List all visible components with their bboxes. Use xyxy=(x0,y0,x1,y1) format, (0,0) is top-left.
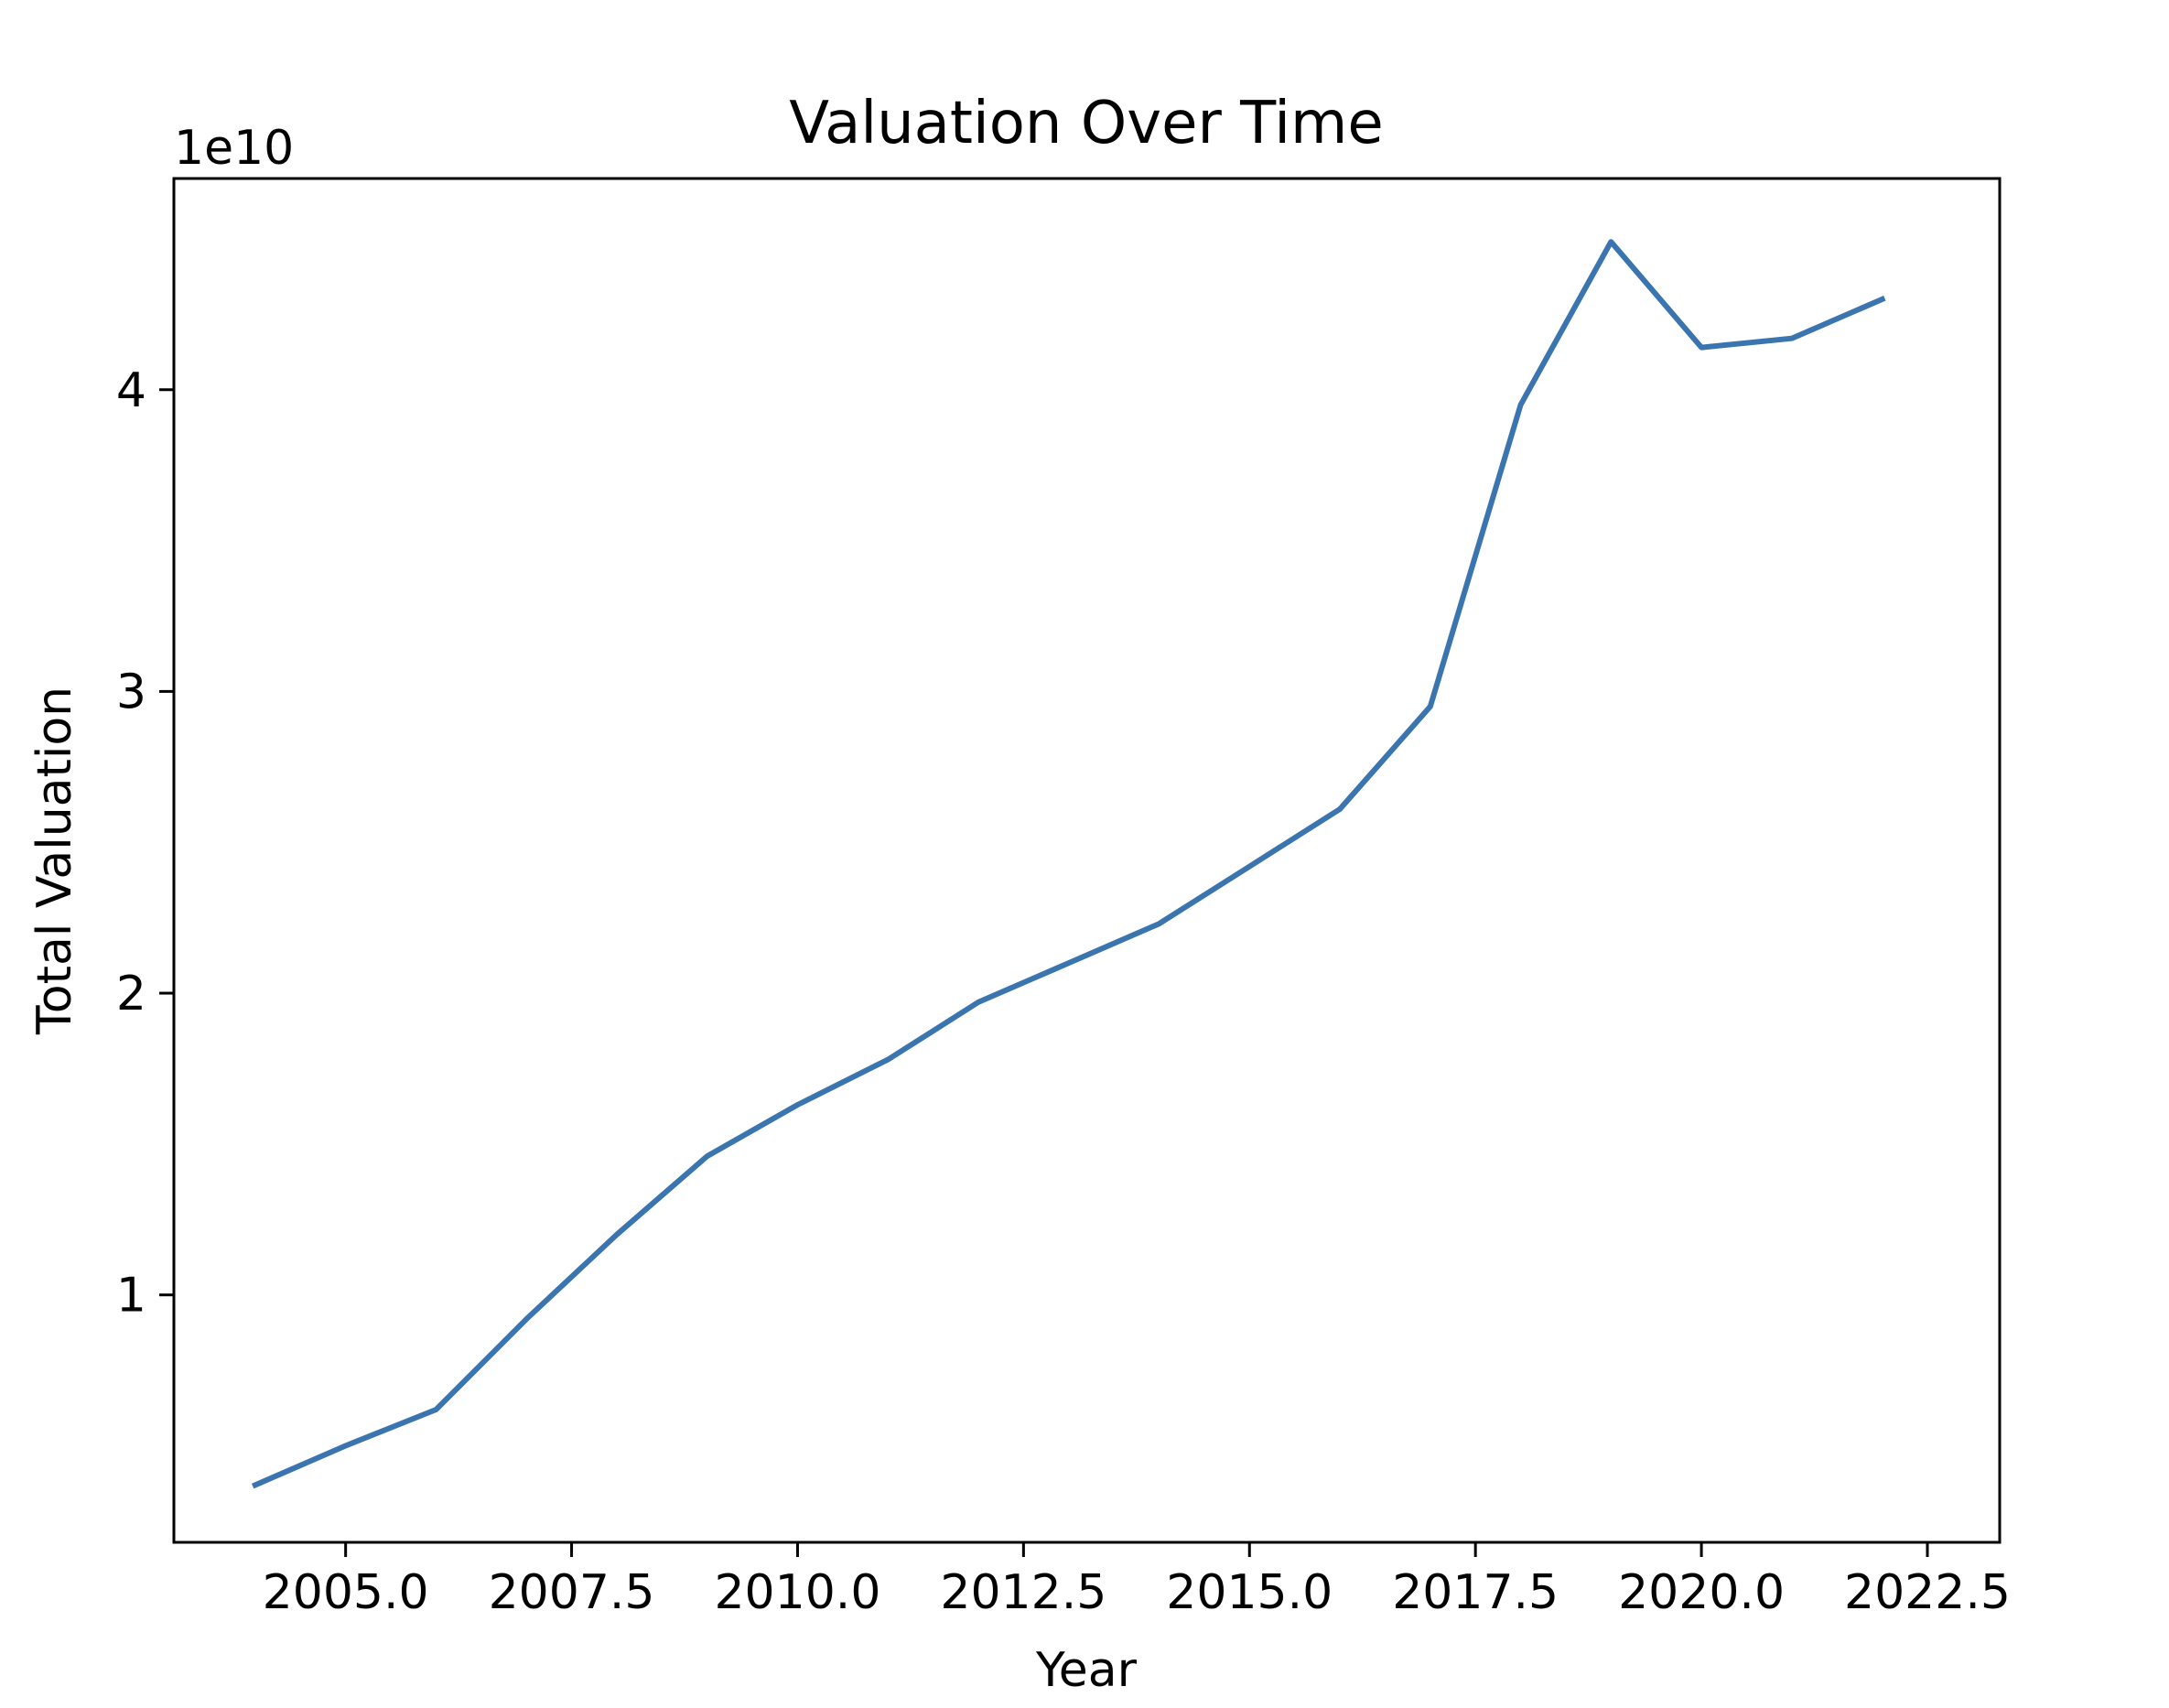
y-axis-ticks: 1 2 3 4 xyxy=(116,363,174,1324)
x-tick-label: 2005.0 xyxy=(263,1565,429,1620)
x-tick-label: 2015.0 xyxy=(1166,1565,1333,1620)
y-axis-label: Total Valuation xyxy=(27,686,82,1035)
x-tick-label: 2010.0 xyxy=(714,1565,880,1620)
plot-frame xyxy=(172,177,2002,1544)
x-axis-ticks: 2005.0 2007.5 2010.0 2012.5 2015.0 2017.5 2020… xyxy=(263,1542,2011,1620)
y-tick-label: 4 xyxy=(116,363,146,418)
x-tick-label: 2020.0 xyxy=(1618,1565,1785,1620)
series-line xyxy=(251,239,1886,1489)
y-tick-label: 3 xyxy=(116,665,146,719)
x-tick-label: 2022.5 xyxy=(1844,1565,2011,1620)
series-group xyxy=(251,239,1886,1489)
y-tick-label: 2 xyxy=(116,967,146,1022)
y-tick-label: 1 xyxy=(116,1269,146,1324)
x-tick-label: 2007.5 xyxy=(489,1565,655,1620)
x-tick-label: 2012.5 xyxy=(940,1565,1106,1620)
x-tick-label: 2017.5 xyxy=(1392,1565,1559,1620)
chart-title: Valuation Over Time xyxy=(789,90,1383,157)
x-axis-label: Year xyxy=(1035,1643,1138,1698)
y-offset-label: 1e10 xyxy=(174,121,294,176)
